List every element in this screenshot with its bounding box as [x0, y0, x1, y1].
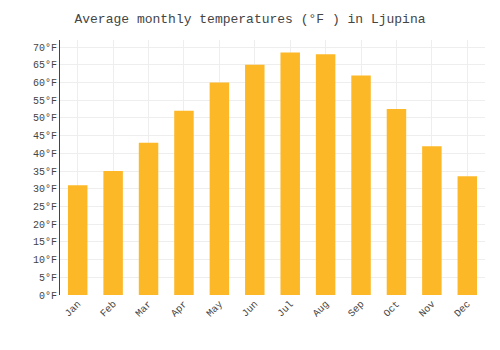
svg-text:Oct: Oct — [382, 299, 403, 320]
svg-text:Sep: Sep — [346, 299, 367, 320]
svg-text:25°F: 25°F — [33, 202, 57, 213]
svg-text:15°F: 15°F — [33, 237, 57, 248]
svg-text:5°F: 5°F — [39, 273, 57, 284]
svg-text:40°F: 40°F — [33, 149, 57, 160]
svg-text:Jan: Jan — [63, 299, 84, 320]
svg-text:45°F: 45°F — [33, 131, 57, 142]
svg-text:55°F: 55°F — [33, 96, 57, 107]
svg-text:20°F: 20°F — [33, 220, 57, 231]
svg-text:0°F: 0°F — [39, 291, 57, 302]
svg-text:Dec: Dec — [452, 299, 473, 320]
svg-text:Aug: Aug — [311, 299, 332, 320]
svg-text:Jun: Jun — [240, 299, 261, 320]
svg-text:Nov: Nov — [417, 299, 438, 320]
svg-text:10°F: 10°F — [33, 255, 57, 266]
svg-text:35°F: 35°F — [33, 167, 57, 178]
svg-text:30°F: 30°F — [33, 184, 57, 195]
svg-text:Mar: Mar — [134, 299, 155, 320]
svg-text:70°F: 70°F — [33, 43, 57, 54]
svg-text:50°F: 50°F — [33, 113, 57, 124]
svg-text:Feb: Feb — [98, 299, 119, 320]
svg-text:Average monthly temperatures (: Average monthly temperatures (°F ) in Lj… — [74, 12, 425, 27]
svg-text:May: May — [205, 299, 226, 320]
svg-text:60°F: 60°F — [33, 78, 57, 89]
svg-text:65°F: 65°F — [33, 60, 57, 71]
svg-text:Jul: Jul — [275, 299, 296, 320]
svg-text:Apr: Apr — [169, 299, 190, 320]
